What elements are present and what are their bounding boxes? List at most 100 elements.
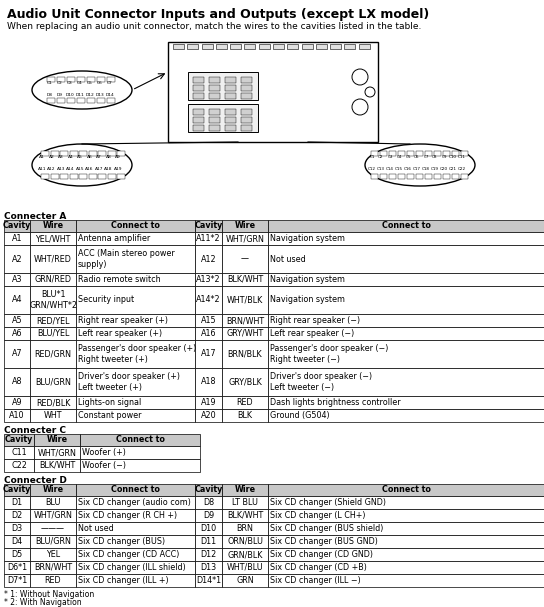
Bar [77, 77, 85, 82]
Bar [389, 151, 396, 156]
Text: A6: A6 [86, 155, 92, 159]
Text: Cavity: Cavity [194, 486, 222, 495]
Bar [225, 93, 236, 99]
Bar [222, 535, 268, 548]
Bar [30, 548, 76, 561]
Bar [222, 522, 268, 535]
Text: A13*2: A13*2 [196, 275, 221, 284]
Bar [193, 93, 204, 99]
Text: WHT/BLK: WHT/BLK [227, 296, 263, 305]
Bar [222, 245, 268, 273]
Text: Lights-on signal: Lights-on signal [78, 398, 141, 407]
Text: D11: D11 [76, 93, 84, 97]
Text: Six CD changer (audio com): Six CD changer (audio com) [78, 498, 191, 507]
Bar [30, 273, 76, 286]
Text: A1: A1 [39, 155, 45, 159]
Text: A10: A10 [9, 411, 24, 420]
Bar [51, 174, 59, 179]
Bar [30, 409, 76, 422]
Bar [76, 286, 195, 314]
Bar [244, 44, 256, 49]
Bar [398, 151, 405, 156]
Text: C6: C6 [414, 155, 420, 159]
Text: Navigation system: Navigation system [270, 275, 345, 284]
Bar [222, 484, 268, 496]
Text: Wire: Wire [46, 435, 67, 444]
Bar [195, 522, 222, 535]
Text: GRY/WHT: GRY/WHT [226, 329, 264, 338]
Text: A1: A1 [12, 234, 22, 243]
Bar [4, 459, 34, 472]
Bar [222, 273, 268, 286]
Text: C8: C8 [432, 155, 438, 159]
Bar [76, 484, 195, 496]
Text: Connect to: Connect to [115, 435, 164, 444]
Text: LT BLU: LT BLU [232, 498, 258, 507]
Bar [30, 509, 76, 522]
Bar [371, 151, 378, 156]
Text: YEL/WHT: YEL/WHT [35, 234, 71, 243]
Bar [268, 340, 544, 368]
Circle shape [352, 99, 368, 115]
Bar [222, 574, 268, 587]
Text: Six CD changer (ILL shield): Six CD changer (ILL shield) [78, 563, 186, 572]
Text: A5: A5 [11, 316, 22, 325]
Text: A2: A2 [11, 254, 22, 263]
Bar [193, 77, 204, 83]
Text: Connecter D: Connecter D [4, 476, 67, 485]
Text: ORN/BLU: ORN/BLU [227, 537, 263, 546]
Bar [97, 98, 105, 103]
Bar [195, 535, 222, 548]
Text: Cavity: Cavity [194, 222, 222, 231]
Text: D1: D1 [11, 498, 22, 507]
Text: Audio Unit Connector Inputs and Outputs (except LX model): Audio Unit Connector Inputs and Outputs … [7, 8, 429, 21]
Bar [76, 409, 195, 422]
Bar [60, 151, 68, 156]
Text: Six CD changer (BUS): Six CD changer (BUS) [78, 537, 165, 546]
Text: Constant power: Constant power [78, 411, 141, 420]
Bar [89, 174, 96, 179]
Text: Six CD changer (ILL +): Six CD changer (ILL +) [78, 576, 169, 585]
Bar [4, 574, 30, 587]
Bar [80, 434, 200, 446]
Text: D8: D8 [47, 93, 53, 97]
Text: A19: A19 [201, 398, 217, 407]
Bar [225, 109, 236, 115]
Bar [268, 509, 544, 522]
Text: A8: A8 [106, 155, 112, 159]
Bar [195, 496, 222, 509]
Bar [222, 327, 268, 340]
Text: BLU/GRN: BLU/GRN [35, 537, 71, 546]
Bar [34, 446, 80, 459]
Text: C3: C3 [387, 155, 393, 159]
Bar [222, 509, 268, 522]
Bar [47, 98, 55, 103]
Bar [222, 396, 268, 409]
Bar [98, 174, 106, 179]
Bar [222, 368, 268, 396]
Bar [4, 232, 30, 245]
Ellipse shape [32, 71, 132, 109]
Bar [222, 286, 268, 314]
Text: BLU/GRN: BLU/GRN [35, 378, 71, 387]
Text: D11: D11 [200, 537, 217, 546]
Bar [268, 314, 544, 327]
Bar [268, 574, 544, 587]
Bar [225, 125, 236, 131]
Bar [195, 484, 222, 496]
Text: C2: C2 [57, 81, 63, 85]
Text: A9: A9 [115, 155, 121, 159]
Bar [98, 151, 106, 156]
Bar [225, 85, 236, 91]
Bar [216, 44, 227, 49]
Text: D9: D9 [57, 93, 63, 97]
Text: Six CD changer (ILL −): Six CD changer (ILL −) [270, 576, 361, 585]
Text: ———: ——— [41, 524, 65, 533]
Text: ACC (Main stereo power
supply): ACC (Main stereo power supply) [78, 249, 175, 269]
Text: Connect to: Connect to [381, 486, 430, 495]
Text: Connect to: Connect to [381, 222, 430, 231]
Text: A12: A12 [201, 254, 217, 263]
Bar [452, 174, 459, 179]
Bar [268, 484, 544, 496]
Text: C3: C3 [67, 81, 73, 85]
